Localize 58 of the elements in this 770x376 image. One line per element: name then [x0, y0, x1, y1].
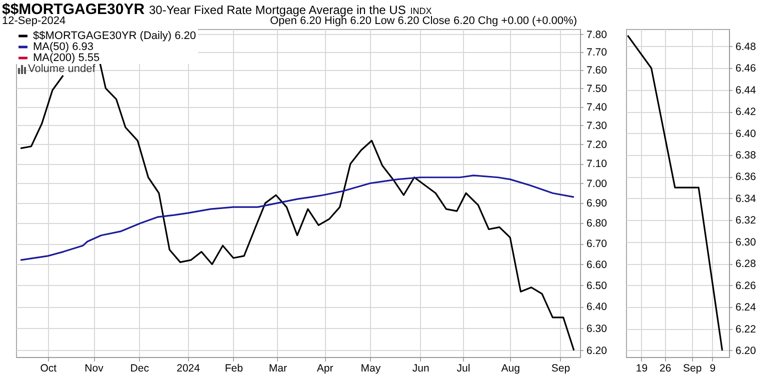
legend-label: MA(50) 6.93	[33, 41, 94, 53]
y-tick-label: 7.80	[586, 28, 608, 41]
y-tick-label: 6.80	[586, 218, 608, 230]
y-tick-label: 6.24	[736, 302, 756, 314]
x-tick-label: Sep	[551, 362, 570, 374]
x-tick-label: Jun	[412, 362, 430, 374]
y-tick-label: 6.40	[736, 128, 756, 140]
chart-subtitle: 30-Year Fixed Rate Mortgage Average in the US	[149, 3, 406, 17]
y-tick-label: 6.20	[736, 344, 756, 357]
x-tick-label: Mar	[268, 362, 288, 374]
line-series	[626, 34, 724, 352]
x-tick-label: 2024	[176, 362, 200, 374]
text: INDX	[410, 6, 432, 16]
y-tick-label: 6.60	[586, 258, 608, 271]
legend-label: $$MORTGAGE30YR (Daily) 6.20	[33, 30, 196, 42]
x-tick-label: Apr	[316, 362, 334, 374]
y-tick-label: 6.40	[586, 301, 608, 314]
x-tick-label: 26	[659, 362, 672, 374]
y-tick-label: 6.48	[736, 40, 756, 53]
y-tick-label: 7.30	[586, 120, 608, 132]
x-tick-label: 9	[710, 362, 716, 374]
y-tick-label: 6.30	[736, 236, 756, 248]
y-tick-label: 6.30	[586, 322, 608, 335]
x-tick-label: May	[360, 362, 382, 374]
y-tick-label: 7.20	[586, 138, 608, 151]
line-series	[20, 174, 575, 261]
y-tick-label: 7.70	[586, 46, 608, 59]
y-tick-label: 6.28	[736, 258, 756, 270]
y-tick-label: 7.10	[586, 158, 608, 170]
x-tick-label: Feb	[224, 362, 244, 374]
y-tick-label: 6.44	[736, 84, 756, 96]
x-tick-label: Sep	[683, 362, 702, 374]
legend-label: MA(200) 5.55	[33, 52, 100, 64]
y-tick-label: 7.60	[586, 64, 608, 77]
y-tick-label: 6.90	[586, 198, 608, 210]
x-tick-label: 19	[636, 362, 648, 374]
x-tick-label: Nov	[84, 362, 104, 374]
annotation: Volume undef	[28, 63, 96, 75]
x-tick-label: Oct	[40, 362, 57, 374]
y-tick-label: 6.70	[586, 238, 608, 250]
x-tick-label: Jul	[456, 362, 470, 374]
y-tick-label: 6.38	[736, 149, 756, 162]
text: Open 6.20 High 6.20 Low 6.20 Close 6.20 Chg +0.00 (+0.00%)	[270, 15, 577, 27]
x-tick-label: Dec	[130, 362, 149, 374]
text: 12-Sep-2024	[2, 15, 66, 27]
y-tick-label: 6.42	[736, 106, 756, 118]
x-tick-label: Aug	[501, 362, 520, 374]
y-tick-label: 6.34	[736, 192, 756, 205]
y-tick-label: 6.20	[586, 344, 608, 357]
y-tick-label: 7.40	[586, 101, 608, 114]
y-tick-label: 6.36	[736, 171, 756, 184]
y-tick-label: 6.46	[736, 62, 756, 75]
y-tick-label: 7.00	[586, 178, 608, 190]
y-tick-label: 6.50	[586, 280, 608, 292]
y-tick-label: 6.32	[736, 214, 756, 227]
y-tick-label: 6.26	[736, 280, 756, 292]
y-tick-label: 7.50	[586, 82, 608, 95]
y-tick-label: 6.22	[736, 323, 756, 336]
